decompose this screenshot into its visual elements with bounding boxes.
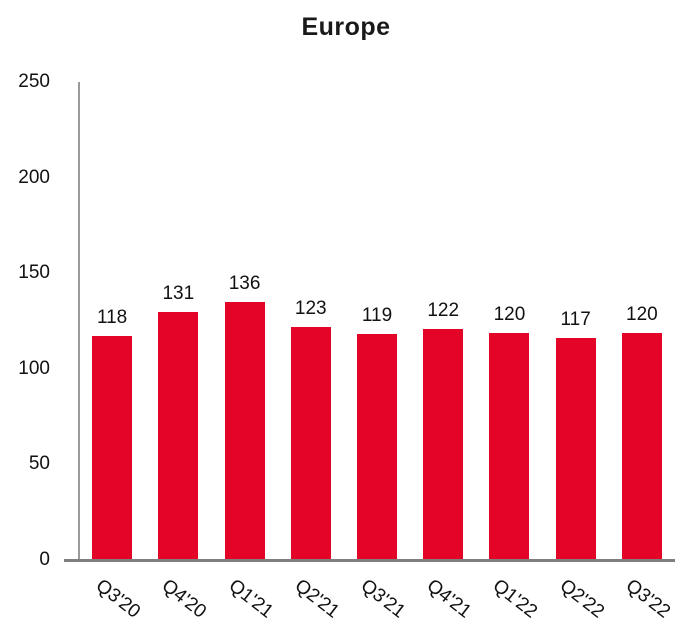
bar bbox=[158, 312, 199, 562]
y-tick-label: 50 bbox=[28, 453, 50, 475]
x-tick-label: Q3'20 bbox=[91, 575, 145, 623]
bar-value-label: 117 bbox=[560, 309, 591, 330]
bar-value-label: 123 bbox=[294, 298, 327, 319]
x-tick-label: Q3'21 bbox=[356, 575, 410, 623]
bar-value-label: 131 bbox=[162, 283, 195, 304]
x-tick-label: Q1'21 bbox=[224, 575, 277, 623]
bar-value-label: 136 bbox=[228, 273, 261, 294]
y-axis-line bbox=[78, 82, 80, 562]
bar bbox=[555, 338, 596, 562]
x-tick-label: Q4'21 bbox=[422, 575, 476, 623]
bar bbox=[92, 336, 133, 562]
chart-title: Europe bbox=[301, 13, 391, 41]
y-tick-label: 100 bbox=[18, 357, 50, 379]
x-tick-label: Q2'22 bbox=[555, 575, 608, 623]
bar bbox=[357, 334, 397, 562]
y-tick-label: 250 bbox=[18, 71, 50, 92]
bar-value-label: 122 bbox=[427, 300, 460, 321]
bar-value-label: 118 bbox=[96, 307, 128, 328]
bar bbox=[489, 333, 530, 562]
bar bbox=[621, 333, 662, 562]
x-tick-label: Q2'21 bbox=[290, 575, 343, 623]
x-tick-label: Q3'22 bbox=[621, 575, 674, 623]
bar bbox=[224, 302, 265, 562]
bar-value-label: 120 bbox=[493, 304, 526, 325]
y-tick-label: 0 bbox=[39, 549, 50, 570]
x-axis-line bbox=[64, 559, 675, 562]
x-tick-label: Q1'22 bbox=[489, 575, 542, 623]
bar bbox=[290, 327, 331, 562]
bar-value-label: 120 bbox=[626, 304, 658, 325]
bar-value-label: 119 bbox=[361, 305, 393, 326]
y-tick-label: 200 bbox=[18, 166, 50, 188]
bar bbox=[423, 329, 464, 562]
y-tick-label: 150 bbox=[18, 262, 50, 284]
x-tick-label: Q4'20 bbox=[158, 575, 211, 623]
